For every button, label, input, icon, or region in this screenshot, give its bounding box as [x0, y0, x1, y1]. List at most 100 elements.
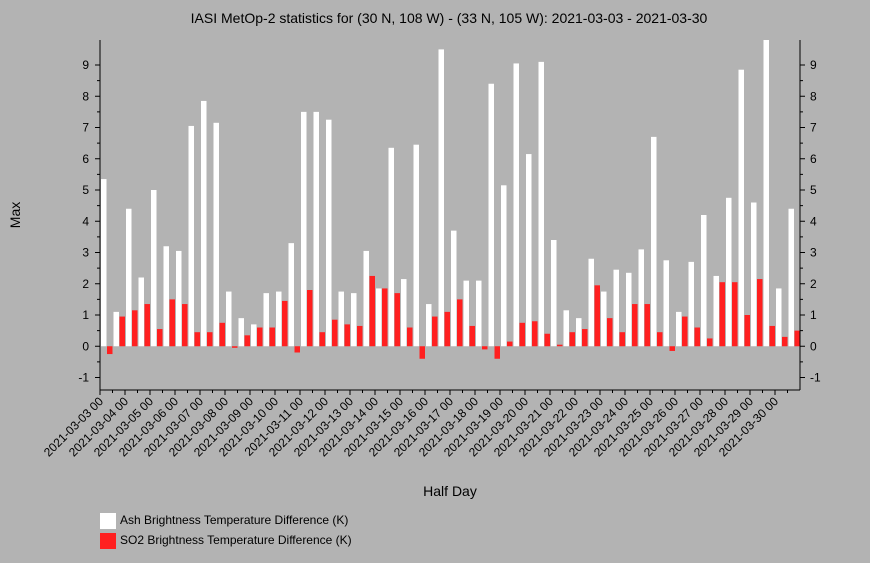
ash-bar: [388, 147, 394, 347]
so2-bar: [757, 279, 763, 347]
so2-bar: [119, 316, 125, 347]
so2-bar: [219, 322, 225, 347]
ash-bar: [201, 100, 207, 347]
so2-bar: [207, 332, 213, 347]
so2-bar: [319, 332, 325, 347]
ash-bar: [151, 190, 157, 347]
so2-bar: [632, 304, 638, 347]
so2-bar: [744, 315, 750, 347]
ash-bar: [351, 293, 357, 347]
y-tick-label-right: 2: [810, 277, 817, 291]
ash-bar: [138, 277, 144, 347]
so2-bar: [607, 318, 613, 347]
chart-title: IASI MetOp-2 statistics for (30 N, 108 W…: [191, 10, 708, 26]
so2-bar: [657, 332, 663, 347]
ash-bar: [213, 122, 219, 347]
ash-bar: [626, 272, 632, 347]
ash-bar: [113, 311, 119, 347]
so2-bar: [582, 329, 588, 347]
so2-bar: [432, 316, 438, 347]
ash-bar: [438, 49, 444, 347]
so2-bar: [269, 327, 275, 347]
so2-bar: [257, 327, 263, 347]
so2-bar: [232, 346, 238, 348]
ash-bar: [501, 185, 507, 347]
ash-bar: [751, 202, 757, 347]
ash-bar: [226, 291, 232, 347]
so2-bar: [794, 330, 800, 347]
ash-bar: [638, 249, 644, 347]
legend-swatch-ash: [100, 513, 116, 529]
so2-bar: [544, 333, 550, 347]
y-tick-label-left: 3: [82, 246, 89, 260]
y-tick-label-right: -1: [810, 371, 821, 385]
so2-bar: [482, 346, 488, 350]
so2-bar: [157, 329, 163, 347]
ash-bar: [488, 83, 494, 347]
y-tick-label-left: 6: [82, 152, 89, 166]
so2-bar: [294, 346, 300, 353]
so2-bar: [407, 327, 413, 347]
so2-bar: [444, 311, 450, 347]
so2-bar: [419, 346, 425, 359]
ash-bar: [126, 208, 132, 347]
so2-bar: [707, 338, 713, 347]
x-axis-label: Half Day: [423, 483, 477, 499]
ash-bar: [176, 250, 182, 347]
so2-bar: [132, 310, 138, 347]
y-tick-label-left: 0: [82, 339, 89, 353]
y-tick-label-left: 5: [82, 183, 89, 197]
ash-bar: [426, 304, 432, 347]
ash-bar: [101, 179, 107, 347]
ash-bar: [563, 310, 569, 347]
so2-bar: [682, 316, 688, 347]
ash-bar: [551, 240, 557, 347]
ash-bar: [263, 293, 269, 347]
so2-bar: [369, 275, 375, 347]
so2-bar: [532, 321, 538, 347]
y-tick-label-left: 1: [82, 308, 89, 322]
so2-bar: [194, 332, 200, 347]
y-tick-label-right: 4: [810, 214, 817, 228]
so2-bar: [769, 325, 775, 347]
so2-bar: [182, 304, 188, 347]
ash-bar: [701, 215, 707, 347]
y-tick-label-left: 4: [82, 214, 89, 228]
legend-label-ash: Ash Brightness Temperature Difference (K…: [120, 513, 348, 527]
ash-bar: [251, 324, 257, 347]
ash-bar: [788, 208, 794, 347]
ash-bar: [338, 291, 344, 347]
y-tick-label-right: 9: [810, 58, 817, 72]
y-tick-label-right: 0: [810, 339, 817, 353]
bars-group: [101, 40, 800, 359]
ash-bar: [301, 111, 307, 347]
ash-bar: [413, 144, 419, 347]
ash-bar: [326, 119, 332, 347]
so2-bar: [694, 327, 700, 347]
so2-bar: [244, 335, 250, 347]
ash-bar: [651, 136, 657, 347]
y-tick-label-left: -1: [78, 371, 89, 385]
y-tick-label-right: 6: [810, 152, 817, 166]
y-tick-label-right: 8: [810, 89, 817, 103]
so2-bar: [507, 341, 513, 347]
so2-bar: [782, 336, 788, 347]
legend-label-so2: SO2 Brightness Temperature Difference (K…: [120, 533, 352, 547]
so2-bar: [557, 344, 563, 347]
ash-bar: [601, 291, 607, 347]
ash-bar: [588, 258, 594, 347]
ash-bar: [663, 260, 669, 347]
ash-bar: [376, 288, 382, 347]
ash-bar: [526, 154, 532, 347]
so2-bar: [519, 322, 525, 347]
ash-bar: [363, 250, 369, 347]
y-tick-label-right: 5: [810, 183, 817, 197]
ash-bar: [288, 243, 294, 347]
y-tick-label-left: 8: [82, 89, 89, 103]
ash-bar: [238, 318, 244, 347]
so2-bar: [144, 304, 150, 347]
ash-bar: [463, 280, 469, 347]
so2-bar: [569, 332, 575, 347]
y-tick-label-left: 9: [82, 58, 89, 72]
